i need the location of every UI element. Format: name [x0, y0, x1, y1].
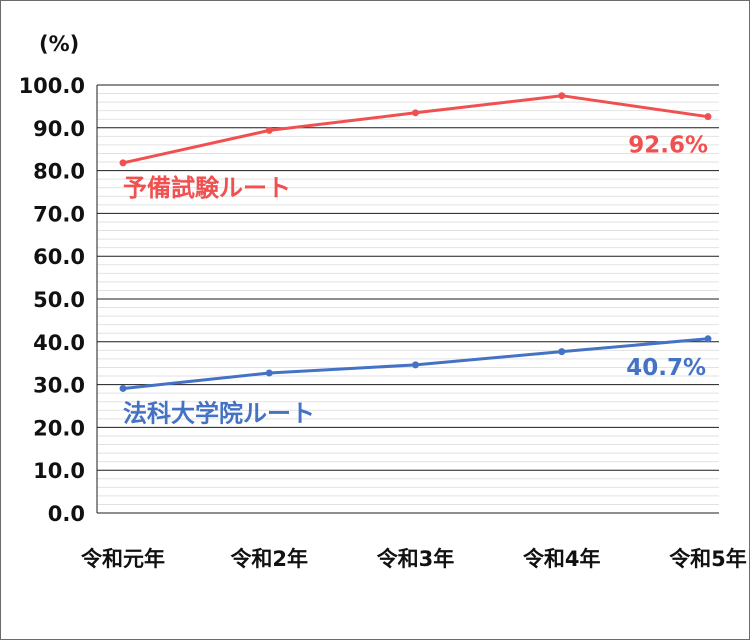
- x-tick-label: 令和3年: [377, 547, 455, 571]
- data-point: [265, 369, 273, 377]
- series-end-value-label: 92.6%: [628, 133, 708, 159]
- series-line: [122, 94, 709, 165]
- y-tick-labels: 0.0 10.0 20.0 30.0 40.0 50.0 60.0 70.0 80.0 90.0 1…: [19, 74, 85, 526]
- series-points: [119, 92, 712, 392]
- y-tick-label: 40.0: [33, 331, 85, 355]
- data-point: [558, 348, 566, 356]
- series-lines: [122, 94, 709, 390]
- x-tick-labels: 令和元年 令和2年 令和3年 令和4年 令和5年: [81, 547, 747, 571]
- data-point: [119, 159, 127, 167]
- x-tick-label: 令和2年: [230, 547, 308, 571]
- x-tick-label: 令和5年: [669, 547, 747, 571]
- data-point: [119, 384, 127, 392]
- major-gridlines: [97, 84, 719, 514]
- y-tick-label: 10.0: [33, 459, 85, 483]
- y-tick-label: 30.0: [33, 374, 85, 398]
- series-end-value-label: 40.7%: [626, 355, 706, 381]
- x-tick-label: 令和4年: [523, 547, 601, 571]
- x-tick-label: 令和元年: [81, 547, 165, 571]
- y-tick-label: 50.0: [33, 288, 85, 312]
- y-axis-unit-label: (%): [39, 32, 79, 56]
- data-point: [265, 126, 273, 134]
- data-point: [704, 335, 712, 343]
- y-tick-label: 0.0: [48, 502, 85, 526]
- series-labels: 予備試験ルート 92.6% 法科大学院ルート 40.7%: [123, 133, 708, 428]
- series-name-label: 予備試験ルート: [123, 174, 291, 202]
- series-name-label: 法科大学院ルート: [123, 399, 315, 427]
- y-tick-label: 70.0: [33, 202, 85, 226]
- data-point: [412, 361, 419, 369]
- data-point: [704, 113, 712, 121]
- y-tick-label: 100.0: [19, 74, 85, 98]
- data-point: [412, 109, 419, 117]
- y-tick-label: 20.0: [33, 416, 85, 440]
- y-tick-label: 90.0: [33, 117, 85, 141]
- data-point: [558, 92, 566, 100]
- y-tick-label: 60.0: [33, 245, 85, 269]
- y-tick-label: 80.0: [33, 160, 85, 184]
